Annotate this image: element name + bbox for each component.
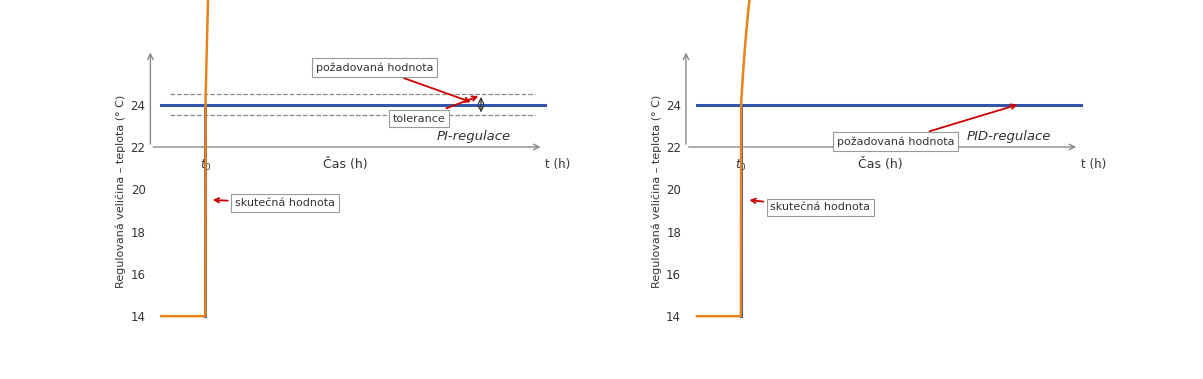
Text: požadovaná hodnota: požadovaná hodnota	[315, 63, 469, 102]
Text: Čas (h): Čas (h)	[859, 158, 903, 171]
Text: skutečná hodnota: skutečná hodnota	[214, 198, 334, 208]
Text: Čas (h): Čas (h)	[322, 158, 367, 171]
Text: tolerance: tolerance	[393, 96, 476, 124]
Text: t (h): t (h)	[545, 158, 570, 171]
Text: $t_0$: $t_0$	[735, 158, 747, 173]
Text: PI-regulace: PI-regulace	[437, 130, 511, 143]
Text: PID-regulace: PID-regulace	[967, 130, 1051, 143]
Y-axis label: Regulovaná veličina – teplota (° C): Regulovaná veličina – teplota (° C)	[652, 95, 662, 288]
Text: $t_0$: $t_0$	[200, 158, 212, 173]
Y-axis label: Regulovaná veličina – teplota (° C): Regulovaná veličina – teplota (° C)	[115, 95, 126, 288]
Text: požadovaná hodnota: požadovaná hodnota	[836, 104, 1015, 147]
Text: skutečná hodnota: skutečná hodnota	[752, 199, 871, 212]
Text: t (h): t (h)	[1080, 158, 1106, 171]
